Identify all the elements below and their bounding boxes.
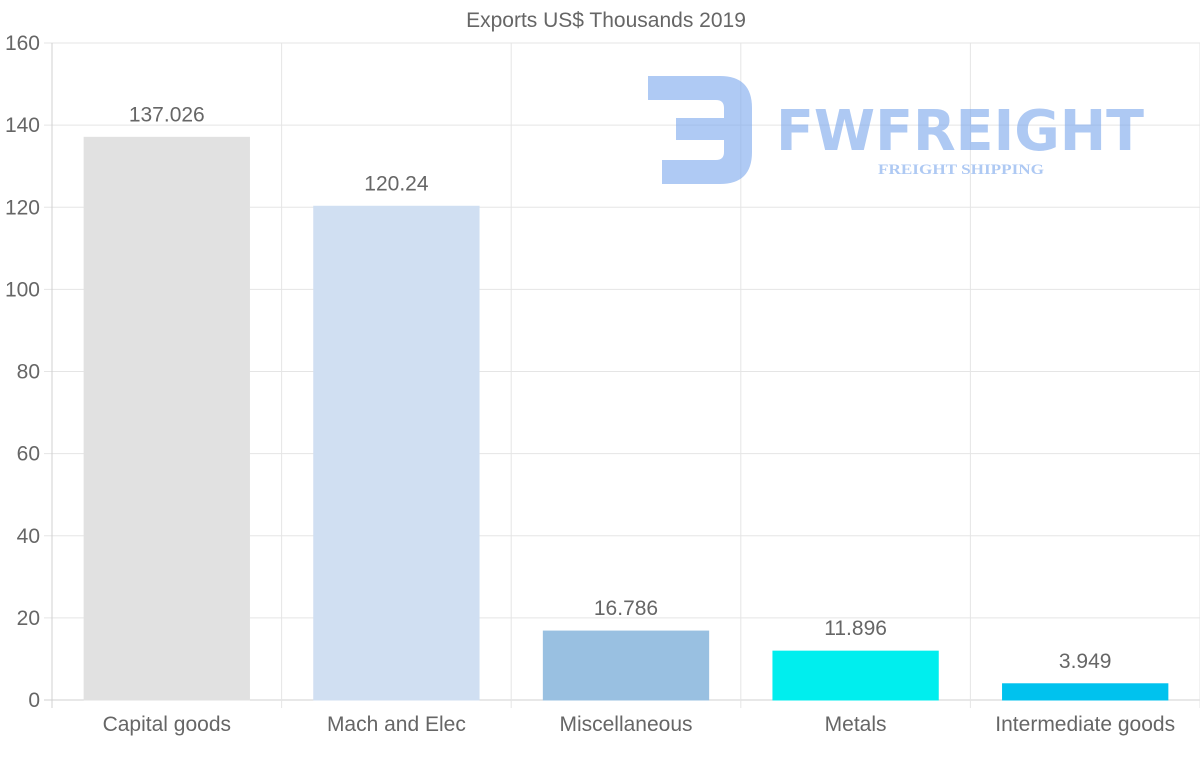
bar xyxy=(83,136,250,701)
y-tick-label: 160 xyxy=(5,32,40,55)
bar-value-label: 11.896 xyxy=(824,617,887,640)
bar xyxy=(313,205,480,701)
watermark-logo: FWFREIGHT FREIGHT SHIPPING xyxy=(648,76,1144,184)
chart-title: Exports US$ Thousands 2019 xyxy=(466,9,746,32)
y-tick-label: 140 xyxy=(5,114,40,137)
x-tick-label: Metals xyxy=(825,713,887,736)
bar xyxy=(542,630,710,701)
y-tick-label: 100 xyxy=(5,278,40,301)
x-tick-label: Capital goods xyxy=(103,713,231,736)
y-tick-label: 80 xyxy=(17,361,40,384)
watermark-tagline: FREIGHT SHIPPING xyxy=(878,162,1044,178)
x-tick-label: Intermediate goods xyxy=(995,713,1175,736)
bar-value-label: 16.786 xyxy=(594,597,658,620)
x-tick-label: Miscellaneous xyxy=(559,713,692,736)
watermark-brand: FWFREIGHT xyxy=(776,99,1144,164)
fwfreight-logo-icon xyxy=(648,76,752,184)
y-tick-label: 0 xyxy=(28,689,40,712)
x-tick-label: Mach and Elec xyxy=(327,713,466,736)
y-tick-label: 40 xyxy=(17,525,40,548)
y-tick-label: 20 xyxy=(17,607,40,630)
y-tick-label: 60 xyxy=(17,443,40,466)
data-labels: 137.026 120.24 16.786 11.896 3.949 xyxy=(129,103,1112,672)
bar-value-label: 120.24 xyxy=(364,172,429,195)
bar xyxy=(1002,683,1169,701)
bar-value-label: 3.949 xyxy=(1059,650,1112,673)
bars xyxy=(83,136,1169,701)
x-axis-ticks: Capital goods Mach and Elec Miscellaneous M… xyxy=(103,713,1176,736)
bar xyxy=(772,650,939,701)
y-tick-label: 120 xyxy=(5,196,40,219)
y-axis-ticks: 0 20 40 60 80 100 120 140 160 xyxy=(5,32,40,712)
bar-value-label: 137.026 xyxy=(129,103,205,126)
